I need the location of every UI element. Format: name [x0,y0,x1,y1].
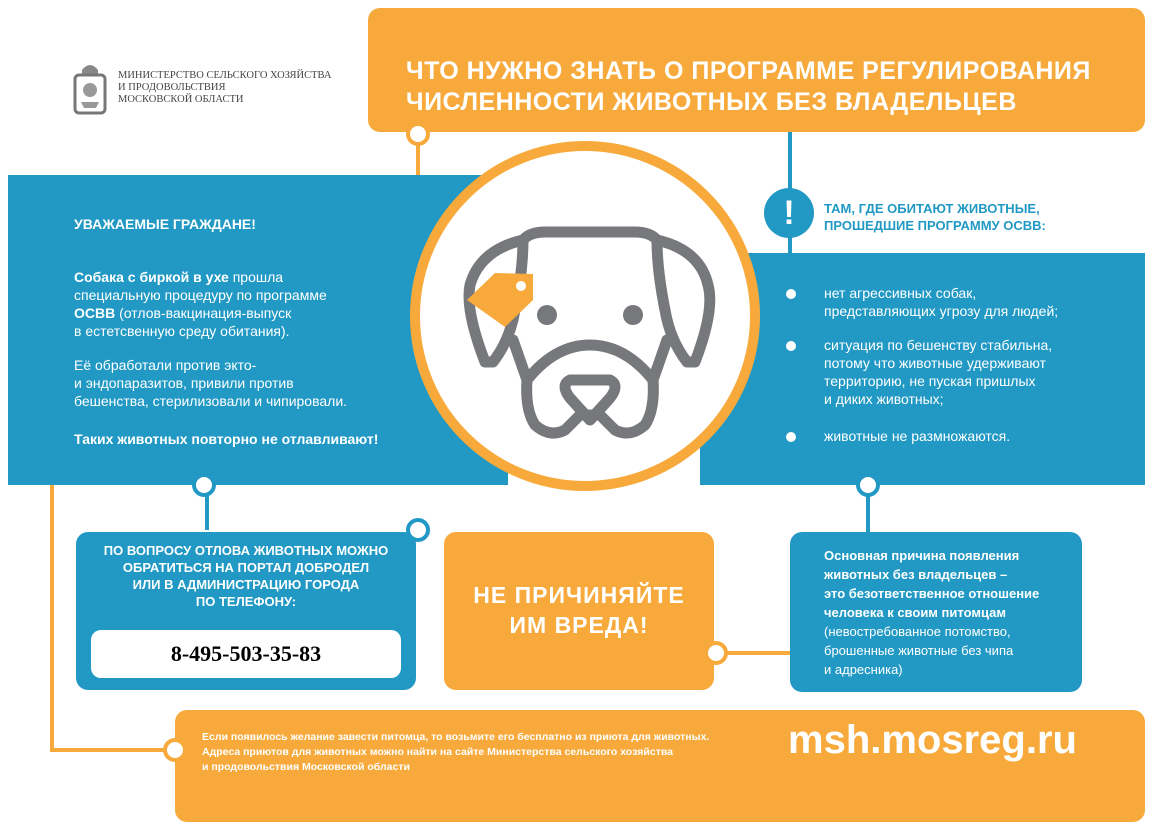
bullet-icon [786,289,796,299]
contact-line: ИЛИ В АДМИНИСТРАЦИЮ ГОРОДА [132,577,360,592]
greeting: УВАЖАЕМЫЕ ГРАЖДАНЕ! [74,216,256,232]
text: в естетсвенную среду обитания). [74,323,290,339]
contact-line: ОБРАТИТЬСЯ НА ПОРТАЛ ДОБРОДЕЛ [122,560,370,575]
dog-illustration [410,141,760,491]
connector-node [163,738,187,762]
connector-node [406,122,430,146]
page-title: ЧТО НУЖНО ЗНАТЬ О ПРОГРАММЕ РЕГУЛИРОВАНИ… [368,8,1145,132]
bullet-item: нет агрессивных собак, представляющих угр… [824,285,1059,319]
bullet-icon [786,341,796,351]
bold-text: ОСВВ [74,305,116,321]
title-line: ЧТО НУЖНО ЗНАТЬ О ПРОГРАММЕ РЕГУЛИРОВАНИ… [406,57,1091,85]
treatment-paragraph: Её обработали против экто- и эндопаразит… [74,356,347,410]
bullet-icon [786,432,796,442]
ministry-name-line: МИНИСТЕРСТВО СЕЛЬСКОГО ХОЗЯЙСТВА [118,70,332,81]
ministry-logo: МИНИСТЕРСТВО СЕЛЬСКОГО ХОЗЯЙСТВА И ПРОДО… [72,60,331,116]
dog-eye [537,305,557,325]
text: специальную процедуру по программе [74,287,327,303]
connector-line [714,651,792,655]
do-no-harm-box: НЕ ПРИЧИНЯЙТЕ ИМ ВРЕДА! [444,532,714,690]
bullet-item: ситуация по бешенству стабильна, потому ч… [824,337,1053,407]
text: прошла [228,269,284,285]
footer-box [175,710,1145,822]
website-link[interactable]: msh.mosreg.ru [788,718,1077,762]
connector-line [205,485,209,530]
ministry-name-line: МОСКОВСКОЙ ОБЛАСТИ [118,94,244,105]
text: бешенства, стерилизовали и чипировали. [74,393,348,409]
center-line: НЕ ПРИЧИНЯЙТЕ [473,582,685,608]
coat-of-arms-icon [73,65,107,115]
center-line: ИМ ВРЕДА! [509,612,649,638]
text: Её обработали против экто- [74,357,257,373]
contact-line: ПО ВОПРОСУ ОТЛОВА ЖИВОТНЫХ МОЖНО [103,543,389,558]
dog-circle [410,141,760,491]
warning-icon: ! [764,188,814,238]
osvv-paragraph: Собака с биркой в ухе прошла специальную… [74,268,327,340]
phone-number[interactable]: 8-495-503-35-83 [91,630,401,678]
connector-node [192,473,216,497]
dog-eye [623,305,643,325]
connector-line [50,748,180,752]
text: и эндопаразитов, привили против [74,375,294,391]
heading-line: ТАМ, ГДЕ ОБИТАЮТ ЖИВОТНЫЕ, [824,201,1040,216]
text: (отлов-вакцинация-выпуск [115,305,292,321]
connector-node [704,641,728,665]
contact-line: ПО ТЕЛЕФОНУ: [195,594,297,609]
ministry-name-line: И ПРОДОВОЛЬСТВИЯ [118,82,226,93]
info-band-right [700,253,1145,485]
connector-node [406,518,430,542]
connector-line [50,485,54,750]
ear-tag-icon [467,273,533,327]
not-captured-note: Таких животных повторно не отлавливают! [74,431,379,447]
right-heading: ТАМ, ГДЕ ОБИТАЮТ ЖИВОТНЫЕ, ПРОШЕДШИЕ ПРО… [824,200,1046,234]
connector-line [866,485,870,535]
heading-line: ПРОШЕДШИЕ ПРОГРАММУ ОСВВ: [824,218,1046,233]
footer-text: Если появилось желание завести питомца, … [202,731,710,773]
title-line: ЧИСЛЕННОСТИ ЖИВОТНЫХ БЕЗ ВЛАДЕЛЬЦЕВ [406,88,1017,116]
bold-text: Собака с биркой в ухе [74,269,229,285]
cause-box: Основная причина появления животных без в… [790,532,1082,692]
bullet-item: животные не размножаются. [824,428,1011,444]
connector-line [416,132,420,177]
connector-node [856,473,880,497]
